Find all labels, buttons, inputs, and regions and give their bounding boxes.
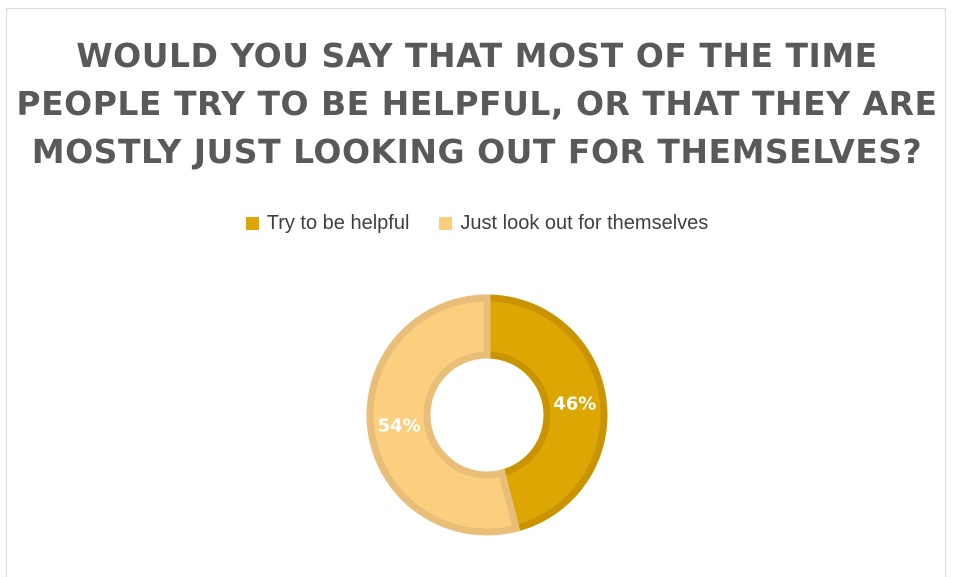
legend-label-themselves: Just look out for themselves xyxy=(460,212,709,234)
data-label-themselves: 54% xyxy=(378,416,421,437)
legend-swatch-helpful xyxy=(245,217,259,230)
chart-title-line-2: PEOPLE TRY TO BE HELPFUL, OR THAT THEY A… xyxy=(16,84,938,123)
chart-title: WOULD YOU SAY THAT MOST OF THE TIME PEOP… xyxy=(0,32,954,176)
chart-title-line-3: MOSTLY JUST LOOKING OUT FOR THEMSELVES? xyxy=(31,132,923,171)
data-label-helpful: 46% xyxy=(553,393,596,414)
legend-label-helpful: Try to be helpful xyxy=(266,212,410,234)
legend-swatch-themselves xyxy=(439,217,453,230)
chart-title-line-1: WOULD YOU SAY THAT MOST OF THE TIME xyxy=(76,36,878,75)
chart-legend: Try to be helpful Just look out for them… xyxy=(0,212,954,235)
donut-slice-themselves xyxy=(366,294,521,536)
donut-slice-helpful xyxy=(483,294,608,533)
legend-item-helpful: Try to be helpful xyxy=(245,212,410,235)
legend-item-themselves: Just look out for themselves xyxy=(439,212,708,235)
